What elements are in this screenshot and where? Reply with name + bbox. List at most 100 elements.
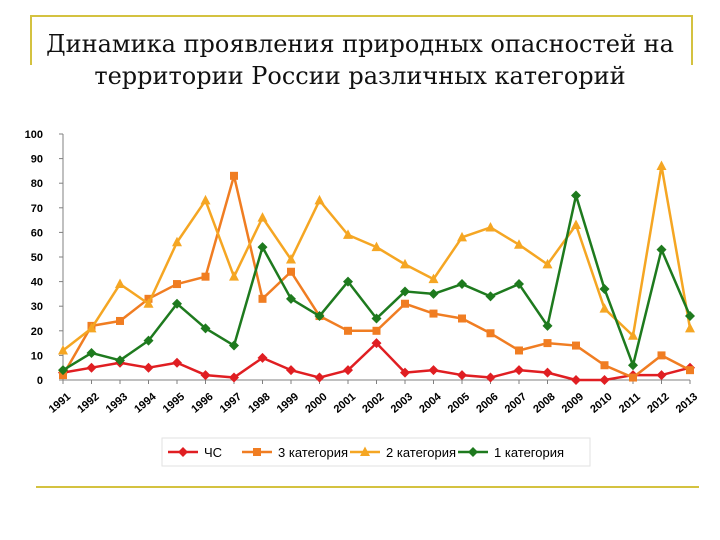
data-point — [229, 372, 239, 383]
data-point — [657, 351, 666, 360]
legend-item: 3 категория — [242, 445, 348, 460]
data-point — [344, 326, 352, 335]
data-point — [485, 221, 496, 232]
decorative-top-line — [30, 15, 693, 17]
slide-title-line-2: территории России различных категорий — [94, 62, 626, 90]
data-point — [428, 288, 439, 299]
x-tick-label: 2003 — [389, 391, 415, 416]
data-point — [656, 244, 667, 255]
data-point — [371, 241, 382, 252]
series-3 — [58, 160, 695, 355]
data-point — [599, 283, 610, 294]
data-point — [86, 362, 97, 373]
data-point — [258, 294, 267, 303]
y-tick-label: 20 — [31, 326, 43, 338]
data-point — [115, 278, 125, 289]
x-tick-label: 1998 — [246, 391, 272, 416]
data-point — [514, 279, 524, 290]
data-point — [286, 253, 296, 264]
legend-item: ЧС — [168, 445, 222, 460]
x-tick-label: 2009 — [560, 391, 586, 416]
data-point — [116, 316, 124, 325]
x-tick-label: 2012 — [645, 391, 671, 416]
legend-label: 1 категория — [494, 445, 564, 460]
data-point — [286, 293, 296, 304]
legend-marker — [178, 447, 188, 457]
x-tick-label: 2004 — [417, 390, 444, 415]
data-point — [458, 314, 466, 323]
data-point — [571, 219, 581, 230]
data-point — [257, 242, 268, 253]
series-2 — [59, 171, 694, 382]
data-point — [485, 372, 496, 383]
data-point — [514, 239, 524, 249]
data-point — [58, 344, 68, 355]
y-tick-label: 80 — [31, 178, 43, 190]
data-point — [457, 370, 467, 381]
x-tick-label: 2006 — [474, 391, 500, 416]
data-point — [343, 365, 353, 376]
data-point — [628, 360, 638, 371]
legend-item: 1 категория — [458, 445, 564, 460]
x-tick-label: 2005 — [446, 391, 472, 416]
data-point — [600, 361, 609, 370]
data-point — [172, 298, 182, 309]
y-tick-label: 90 — [31, 154, 43, 166]
x-tick-label: 2008 — [531, 391, 557, 416]
data-point — [400, 367, 410, 378]
data-point — [542, 258, 553, 269]
data-point — [486, 329, 495, 338]
data-point — [400, 258, 410, 269]
data-point — [314, 311, 325, 322]
x-tick-label: 2010 — [588, 391, 614, 416]
x-tick-label: 1993 — [104, 391, 130, 416]
data-point — [173, 280, 181, 289]
y-tick-label: 70 — [31, 203, 43, 215]
data-point — [372, 326, 381, 335]
x-tick-label: 2007 — [503, 391, 529, 416]
data-point — [571, 375, 581, 385]
x-tick-label: 1996 — [189, 391, 215, 416]
data-point — [200, 323, 211, 334]
data-point — [201, 272, 210, 281]
data-point — [571, 190, 581, 201]
y-tick-label: 100 — [25, 129, 43, 141]
data-point — [343, 229, 353, 239]
data-point — [200, 370, 211, 381]
legend-label: 2 категория — [386, 445, 456, 460]
data-point — [143, 335, 154, 346]
legend-label: 3 категория — [278, 445, 348, 460]
data-point — [599, 303, 610, 313]
legend-marker — [468, 447, 478, 457]
data-point — [286, 365, 296, 376]
data-point — [542, 367, 553, 378]
data-point — [485, 291, 496, 302]
series-4 — [58, 190, 695, 376]
x-tick-label: 1997 — [218, 391, 244, 416]
data-point — [230, 171, 238, 180]
x-tick-label: 1992 — [75, 391, 101, 416]
data-point — [401, 299, 409, 308]
y-tick-label: 0 — [37, 375, 43, 387]
x-tick-label: 1995 — [161, 391, 187, 416]
data-point — [428, 365, 439, 376]
data-point — [86, 347, 97, 358]
data-point — [656, 160, 667, 170]
data-point — [628, 330, 638, 340]
legend-item: 2 категория — [350, 445, 456, 460]
data-point — [371, 313, 382, 324]
data-point — [229, 340, 239, 351]
data-point — [172, 357, 182, 368]
data-point — [656, 370, 667, 381]
data-point — [599, 375, 610, 385]
y-tick-label: 60 — [31, 227, 43, 239]
data-point — [287, 267, 295, 276]
legend-frame — [161, 437, 591, 467]
x-tick-label: 2002 — [360, 391, 386, 416]
data-point — [685, 322, 695, 333]
legend-label: ЧС — [204, 445, 222, 460]
y-tick-label: 30 — [31, 301, 43, 313]
x-tick-label: 2011 — [617, 391, 643, 416]
slide-title-line-1: Динамика проявления природных опасностей… — [46, 30, 674, 58]
data-point — [314, 372, 325, 383]
